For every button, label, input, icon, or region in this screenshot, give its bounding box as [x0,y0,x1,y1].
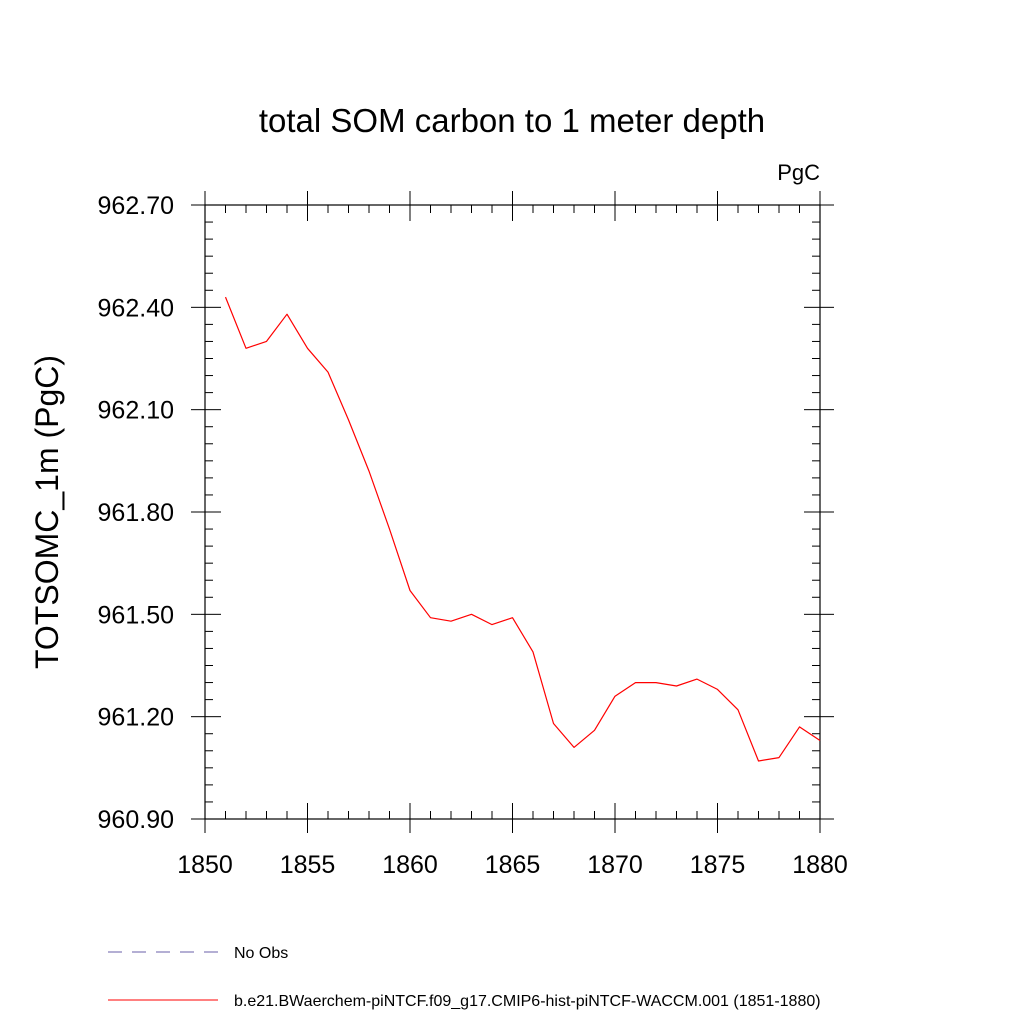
plot-frame [204,204,821,820]
chart-title: total SOM carbon to 1 meter depth [259,102,765,139]
y-tick-label: 961.20 [98,704,174,732]
y-axis: 960.90 961.20 961.50 961.80 962.10 962.40 962.… [98,192,834,834]
x-tick-label: 1855 [280,851,336,879]
legend-label-no-obs: No Obs [234,945,288,962]
legend-label-model: b.e21.BWaerchem-piNTCF.f09_g17.CMIP6-his… [234,993,821,1010]
y-tick-label: 961.80 [98,499,174,527]
series-line [224,296,821,762]
series-layer [224,296,821,762]
legend: No Obs b.e21.BWaerchem-piNTCF.f09_g17.CM… [108,945,821,1010]
x-tick-label: 1875 [690,851,746,879]
x-tick-label: 1850 [177,851,233,879]
x-axis: 1850 1855 1860 1865 1870 1875 1880 [177,191,848,879]
x-tick-label: 1880 [792,851,848,879]
y-tick-label: 960.90 [98,806,174,834]
x-tick-label: 1865 [485,851,541,879]
y-axis-label: TOTSOMC_1m (PgC) [29,355,65,669]
x-tick-label: 1870 [587,851,643,879]
y-tick-label: 962.70 [98,192,174,220]
y-tick-label: 961.50 [98,601,174,629]
units-label: PgC [777,160,820,185]
x-tick-label: 1860 [382,851,438,879]
y-tick-label: 962.10 [98,397,174,425]
y-tick-label: 962.40 [98,294,174,322]
